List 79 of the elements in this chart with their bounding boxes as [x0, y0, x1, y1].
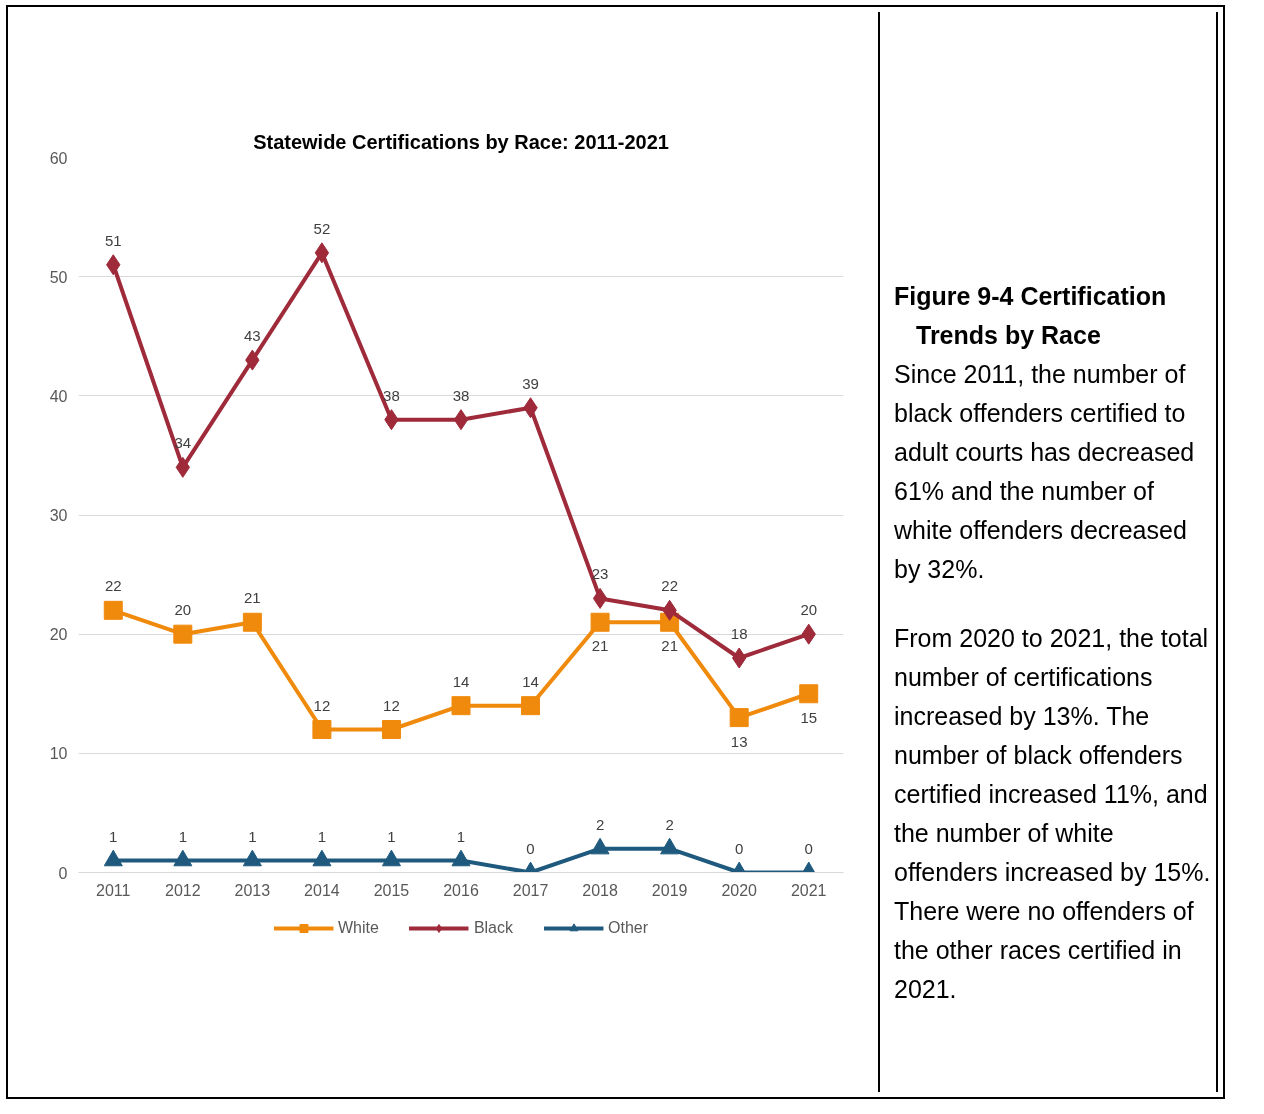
data-label: 18 — [730, 625, 748, 642]
point — [314, 242, 330, 264]
data-label: 43 — [244, 327, 261, 345]
text: From 2020 to 2021, the total number of certifications increased by 13%. The number of black offenders certified increased 11%, and the number of white offenders increased by 15%. There were no offenders of the other races certified in 2021. — [894, 624, 1211, 1003]
data-label: 1 — [317, 827, 327, 845]
x-tick-label: 2016 — [443, 881, 479, 899]
x-tick-label: 2012 — [165, 881, 201, 899]
x-tick-label: 2021 — [790, 881, 827, 899]
point — [173, 624, 193, 644]
data-label: 14 — [522, 672, 539, 690]
text: Since 2011, the number of black offenders certified to adult courts has decreased 61% and the number of white offenders decreased by 32%. — [894, 359, 1196, 585]
data-label: 0 — [735, 839, 744, 857]
point — [242, 849, 262, 867]
point — [381, 849, 401, 867]
x-tick-label: 2014 — [304, 881, 340, 899]
x-tick-label: 2011 — [96, 881, 131, 899]
point — [590, 612, 610, 632]
x-tick-label: 2019 — [651, 881, 688, 899]
point — [799, 684, 819, 704]
data-label: 20 — [800, 601, 818, 619]
y-tick-label: 50 — [49, 268, 68, 286]
x-tick-label: 2020 — [721, 881, 758, 899]
y-tick-label: 30 — [49, 507, 68, 524]
data-label: 0 — [526, 839, 535, 857]
legend-label: Black — [473, 919, 514, 937]
y-tick-label: 0 — [58, 864, 68, 882]
data-label: 13 — [730, 732, 748, 750]
y-tick-label: 10 — [49, 745, 68, 763]
data-label: 51 — [104, 231, 122, 249]
data-label: 34 — [174, 434, 192, 452]
data-label: 1 — [456, 827, 466, 845]
point — [103, 600, 123, 620]
x-tick-label: 2017 — [512, 881, 549, 899]
data-label: 22 — [661, 577, 678, 595]
y-tick-label: 20 — [49, 626, 68, 644]
data-label: 38 — [452, 386, 470, 404]
data-label: 21 — [244, 589, 261, 607]
point — [451, 696, 471, 716]
point — [729, 708, 749, 728]
point — [451, 849, 471, 867]
data-label: 20 — [174, 601, 192, 619]
point — [453, 409, 469, 431]
y-tick-label: 40 — [49, 387, 68, 405]
point — [242, 612, 262, 632]
data-label: 1 — [387, 827, 396, 845]
data-label: 2 — [595, 815, 605, 833]
data-label: 14 — [452, 672, 470, 690]
data-label: 1 — [248, 827, 257, 845]
y-tick-label: 60 — [49, 149, 68, 167]
data-label: 15 — [800, 708, 818, 726]
legend-label: White — [337, 919, 379, 937]
data-label: 39 — [522, 374, 539, 392]
data-label: 38 — [383, 386, 400, 404]
x-tick-label: 2013 — [234, 881, 271, 899]
point — [103, 849, 123, 867]
legend-label: Other — [608, 919, 649, 937]
chart-title: Statewide Certifications by Race: 2011-2021 — [253, 130, 669, 153]
data-label: 12 — [383, 696, 400, 714]
data-label: 2 — [665, 815, 674, 833]
data-label: 1 — [109, 827, 118, 845]
point — [173, 849, 193, 867]
data-label: 21 — [661, 637, 678, 655]
data-label: 0 — [804, 839, 813, 857]
data-label: 21 — [591, 637, 609, 655]
x-tick-label: 2015 — [373, 881, 410, 899]
data-label: 12 — [313, 696, 331, 714]
point — [660, 837, 680, 855]
point — [312, 720, 332, 739]
data-label: 52 — [313, 219, 331, 237]
point — [381, 720, 401, 739]
data-label: 22 — [104, 577, 122, 595]
data-label: 1 — [178, 827, 187, 845]
caption: Figure 9-4 Certification Trends by Race — [894, 281, 1168, 351]
point — [592, 587, 608, 609]
point — [312, 849, 332, 867]
point — [590, 837, 610, 855]
data-label: 23 — [591, 565, 609, 583]
point — [521, 696, 541, 716]
x-tick-label: 2018 — [582, 881, 618, 899]
